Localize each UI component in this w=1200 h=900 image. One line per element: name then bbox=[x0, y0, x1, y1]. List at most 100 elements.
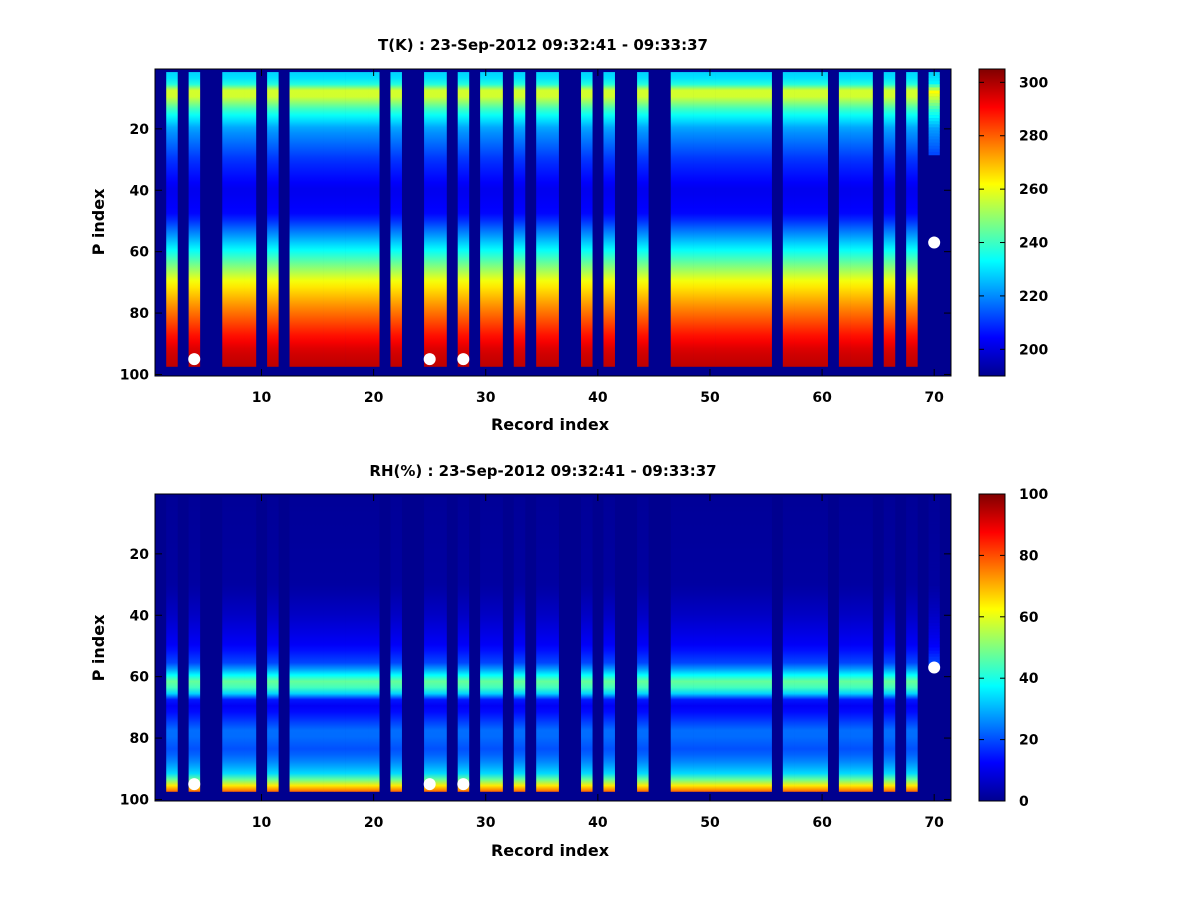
humidity-record-column bbox=[390, 497, 402, 792]
humidity-record-column bbox=[334, 497, 346, 792]
humidity-colorbar-tick-label: 80 bbox=[1019, 548, 1039, 564]
temperature-colorbar-tick-label: 200 bbox=[1019, 342, 1048, 358]
temperature-x-tick-label: 40 bbox=[588, 390, 608, 406]
temperature-record-column bbox=[491, 72, 503, 367]
temperature-record-column bbox=[368, 72, 380, 367]
temperature-cell bbox=[928, 102, 940, 107]
humidity-cell bbox=[928, 503, 940, 507]
temperature-record-column bbox=[726, 72, 739, 367]
humidity-cell bbox=[928, 506, 940, 510]
temperature-record-column bbox=[289, 72, 302, 367]
humidity-cell bbox=[928, 650, 940, 654]
temperature-record-column bbox=[883, 72, 896, 367]
temperature-cell bbox=[928, 130, 940, 134]
humidity-cell bbox=[928, 601, 940, 605]
temperature-record-column bbox=[323, 72, 335, 367]
humidity-record-column bbox=[816, 497, 828, 792]
temperature-cell bbox=[928, 96, 940, 100]
humidity-cell bbox=[928, 512, 940, 516]
temperature-cell bbox=[928, 84, 940, 88]
humidity-record-column bbox=[805, 497, 817, 792]
humidity-record-column bbox=[838, 497, 851, 792]
humidity-colorbar-scale bbox=[978, 493, 1006, 802]
humidity-colorbar-tick-label: 0 bbox=[1019, 794, 1029, 810]
temperature-markers bbox=[188, 236, 941, 366]
humidity-colorbar-tick-label: 40 bbox=[1019, 671, 1039, 687]
humidity-cell bbox=[928, 524, 940, 529]
temperature-record-column bbox=[861, 72, 873, 367]
humidity-record-column bbox=[300, 497, 313, 792]
humidity-record-column bbox=[794, 497, 806, 792]
temperature-record-column bbox=[480, 72, 492, 367]
humidity-cell bbox=[928, 622, 940, 627]
humidity-record-column bbox=[323, 497, 335, 792]
humidity-record-column bbox=[581, 497, 593, 792]
humidity-record-column bbox=[233, 497, 245, 792]
temperature-cell bbox=[928, 115, 940, 119]
temperature-cell bbox=[928, 105, 940, 110]
temperature-record-column bbox=[536, 72, 548, 367]
humidity-record-column bbox=[289, 497, 302, 792]
humidity-colorbar-tick-label: 100 bbox=[1019, 487, 1048, 503]
humidity-x-tick-label: 10 bbox=[252, 815, 272, 831]
temperature-record-column bbox=[311, 72, 324, 367]
humidity-x-tick-label: 50 bbox=[700, 815, 720, 831]
humidity-heatmap bbox=[155, 494, 951, 801]
temperature-colorbar-tick-label: 240 bbox=[1019, 236, 1048, 252]
temperature-record-column bbox=[581, 72, 593, 367]
humidity-cell bbox=[928, 653, 940, 658]
temperature-x-tick-label: 10 bbox=[252, 390, 272, 406]
humidity-cell bbox=[928, 626, 940, 630]
humidity-record-column bbox=[782, 497, 795, 792]
temperature-record-column bbox=[681, 72, 694, 367]
temperature-record-column bbox=[166, 72, 178, 367]
temperature-y-tick-label: 40 bbox=[130, 183, 150, 199]
temperature-record-column bbox=[300, 72, 313, 367]
humidity-cell bbox=[928, 521, 940, 525]
humidity-cell bbox=[928, 604, 940, 608]
temperature-record-column bbox=[715, 72, 728, 367]
temperature-record-column bbox=[547, 72, 559, 367]
humidity-record-column bbox=[760, 497, 772, 792]
humidity-cell bbox=[928, 527, 940, 532]
temperature-cell bbox=[928, 139, 940, 143]
temperature-cell bbox=[928, 127, 940, 131]
temperature-colorbar-tick-label: 300 bbox=[1019, 75, 1048, 91]
temperature-cell bbox=[928, 124, 940, 128]
humidity-x-tick-label: 60 bbox=[812, 815, 832, 831]
temperature-cell bbox=[928, 111, 940, 116]
humidity-cell bbox=[928, 561, 940, 565]
temperature-y-tick-label: 20 bbox=[130, 122, 150, 138]
temperature-record-column bbox=[267, 72, 279, 367]
temperature-x-tick-label: 50 bbox=[700, 390, 720, 406]
temperature-record-column bbox=[906, 72, 918, 367]
humidity-x-tick-label: 20 bbox=[364, 815, 384, 831]
humidity-cell bbox=[928, 616, 940, 621]
temperature-record-column bbox=[850, 72, 862, 367]
humidity-record-column bbox=[704, 497, 716, 792]
temperature-plot-frame bbox=[154, 68, 952, 377]
temperature-record-column bbox=[424, 72, 436, 367]
temperature-cell bbox=[928, 151, 940, 156]
humidity-cell bbox=[928, 619, 940, 624]
humidity-cell bbox=[928, 576, 940, 581]
humidity-cell bbox=[928, 647, 940, 651]
humidity-record-column bbox=[267, 497, 279, 792]
humidity-record-column bbox=[311, 497, 324, 792]
temperature-record-column bbox=[749, 72, 761, 367]
humidity-colorbar: 0 20 40 60 80 100 bbox=[978, 487, 1048, 810]
humidity-cell bbox=[928, 533, 940, 538]
temperature-record-column bbox=[244, 72, 257, 367]
temperature-colorbar: 200 220 240 260 280 300 bbox=[978, 68, 1048, 377]
temperature-cell bbox=[928, 145, 940, 150]
humidity-cell bbox=[928, 592, 940, 596]
humidity-record-column bbox=[681, 497, 694, 792]
humidity-cell bbox=[928, 543, 940, 547]
temperature-cell bbox=[928, 99, 940, 104]
temperature-record-column bbox=[188, 72, 201, 367]
humidity-x-tick-label: 70 bbox=[924, 815, 944, 831]
humidity-marker bbox=[188, 778, 201, 791]
humidity-panel: RH(%) : 23-Sep-2012 09:32:41 - 09:33:37 … bbox=[89, 462, 1048, 860]
humidity-record-column bbox=[715, 497, 728, 792]
humidity-cell bbox=[928, 567, 940, 572]
